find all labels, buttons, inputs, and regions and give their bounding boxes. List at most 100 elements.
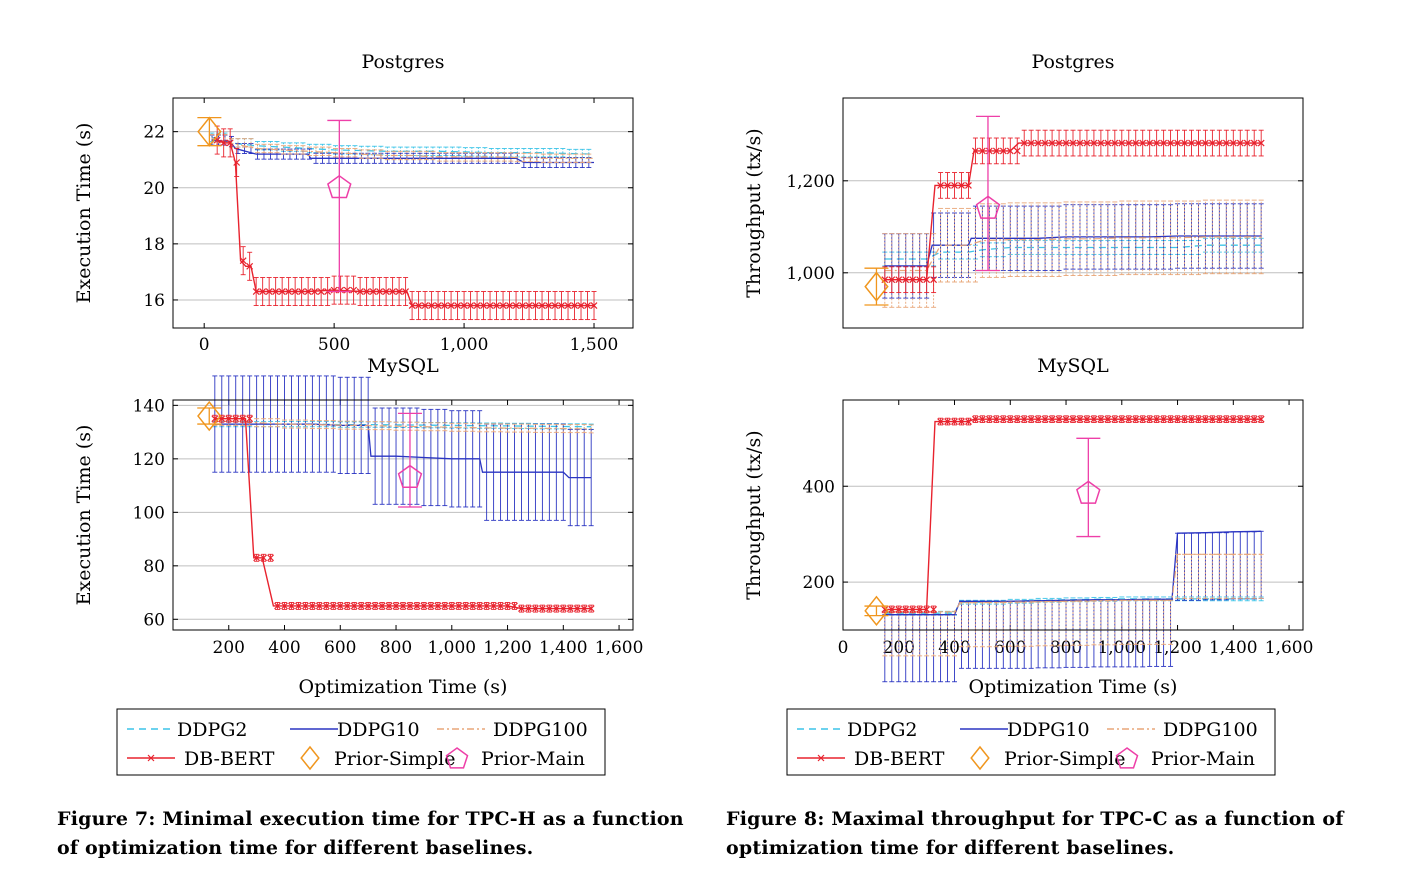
f8-mysql-db-bert-marker bbox=[930, 605, 938, 613]
f7-postgres-db-bert-marker bbox=[259, 288, 267, 295]
f8-mysql-db-bert-marker bbox=[1055, 415, 1063, 423]
f8-postgres-db-bert-marker bbox=[1083, 139, 1091, 147]
f7-mysql-ytick-label: 60 bbox=[143, 610, 165, 630]
f8-mysql-db-bert-marker bbox=[1062, 415, 1070, 423]
f8-postgres-db-bert-marker bbox=[916, 276, 924, 284]
f7-mysql-db-bert-marker bbox=[343, 602, 351, 610]
f7-mysql-xtick-label: 800 bbox=[380, 638, 412, 658]
f8-mysql-db-bert-marker bbox=[999, 415, 1007, 423]
f8-mysql-db-bert-marker bbox=[1104, 415, 1112, 423]
f8-mysql-ylabel: Throughput (tx/s) bbox=[743, 430, 765, 599]
f8-legend-box bbox=[786, 708, 1276, 776]
f8-mysql-db-bert-marker bbox=[971, 415, 979, 423]
f8-postgres-db-bert-marker bbox=[1160, 139, 1168, 147]
f7-postgres-prior-main-point bbox=[327, 174, 352, 199]
f7-mysql-db-bert-marker bbox=[239, 415, 247, 423]
f7-mysql-ytick-label: 100 bbox=[133, 503, 165, 523]
f8-postgres-db-bert-marker bbox=[1132, 139, 1140, 147]
f7-postgres-db-bert-marker bbox=[480, 302, 487, 309]
f8-mysql-db-bert-marker bbox=[978, 415, 986, 423]
f7-legend-ddpg100-label: DDPG100 bbox=[493, 719, 588, 741]
f7-mysql-db-bert-marker bbox=[378, 602, 386, 610]
f7-postgres-db-bert-marker bbox=[525, 302, 533, 309]
f8-mysql-db-bert-marker bbox=[1083, 415, 1091, 423]
f7-legend-box bbox=[116, 708, 606, 776]
f7-mysql-title: MySQL bbox=[367, 355, 439, 377]
f7-mysql-db-bert-marker bbox=[315, 602, 323, 610]
f7-mysql-xtick-label: 1,600 bbox=[595, 638, 644, 658]
f7-mysql-db-bert-marker bbox=[267, 554, 275, 562]
f7-postgres-db-bert-marker bbox=[272, 288, 280, 295]
f7-mysql-db-bert-marker bbox=[253, 554, 261, 562]
f8-mysql-db-bert-marker bbox=[1097, 415, 1105, 423]
f7-mysql-db-bert-marker bbox=[350, 602, 358, 610]
f7-legend-prior-main-label: Prior-Main bbox=[481, 748, 585, 770]
f7-mysql-db-bert-marker bbox=[531, 605, 539, 613]
f7-mysql-db-bert-marker bbox=[225, 415, 233, 423]
f8-postgres-db-bert-marker bbox=[1181, 139, 1188, 147]
f7-postgres-db-bert-marker bbox=[298, 288, 306, 295]
f8-mysql-db-bert-marker bbox=[1174, 415, 1181, 423]
f8-mysql-db-bert-marker bbox=[1013, 415, 1021, 423]
f7-mysql-ytick-label: 140 bbox=[133, 396, 165, 416]
f8-mysql-db-bert-marker bbox=[1041, 415, 1049, 423]
f7-postgres-ddpg100-line bbox=[211, 138, 594, 159]
f8-postgres-db-bert-marker bbox=[930, 276, 938, 284]
f7-mysql-db-bert-marker bbox=[336, 602, 344, 610]
f7-postgres-db-bert-marker bbox=[590, 302, 598, 309]
f7-mysql-prior-simple-point bbox=[197, 400, 222, 432]
f8-postgres-db-bert-marker bbox=[1174, 139, 1181, 147]
f7-postgres-db-bert-marker bbox=[421, 302, 429, 309]
f7-postgres-db-bert-marker bbox=[428, 302, 436, 309]
f8-mysql-db-bert-marker bbox=[944, 418, 951, 425]
f8-postgres-db-bert-marker bbox=[999, 147, 1007, 155]
f8-postgres-db-bert-marker bbox=[937, 181, 945, 189]
f8-postgres-db-bert-marker bbox=[1076, 139, 1084, 147]
f7-postgres-db-bert-marker bbox=[239, 257, 247, 265]
f7-mysql-db-bert-marker bbox=[573, 605, 581, 613]
f8-postgres-db-bert-marker bbox=[992, 147, 1000, 155]
f7-mysql-ylabel: Execution Time (s) bbox=[73, 425, 95, 606]
f7-postgres-ytick-label: 18 bbox=[143, 235, 165, 255]
f8-mysql-db-bert-marker bbox=[1215, 415, 1223, 423]
f7-postgres-db-bert-marker bbox=[519, 302, 526, 309]
f7-mysql-db-bert-marker bbox=[469, 602, 477, 610]
f8-mysql-xtick-label: 1,600 bbox=[1265, 638, 1314, 658]
f7-mysql-db-bert-marker bbox=[308, 602, 316, 610]
f7-mysql-db-bert-marker bbox=[260, 554, 268, 562]
f7-postgres-db-bert-marker bbox=[577, 302, 585, 309]
f7-legend-ddpg10-label: DDPG10 bbox=[337, 719, 420, 741]
f8-mysql-db-bert-marker bbox=[1167, 415, 1175, 423]
f8-mysql-db-bert-marker bbox=[1125, 415, 1133, 423]
f8-mysql-ytick-label: 400 bbox=[803, 477, 835, 497]
f7-mysql-db-bert-marker bbox=[295, 602, 302, 610]
f8-mysql-db-bert-marker bbox=[1181, 415, 1188, 423]
f8-mysql-db-bert-marker bbox=[1034, 415, 1042, 423]
f8-mysql-db-bert-marker bbox=[1153, 415, 1161, 423]
f7-postgres-db-bert-marker bbox=[538, 302, 546, 309]
f7-postgres-ytick-label: 22 bbox=[143, 123, 165, 143]
f8-postgres-db-bert-marker bbox=[1013, 147, 1021, 155]
f8-mysql-db-bert-marker bbox=[1006, 415, 1014, 423]
f8-postgres-db-bert-marker bbox=[1257, 139, 1265, 147]
f7-mysql-db-bert-marker bbox=[420, 602, 428, 610]
f7-mysql-frame bbox=[172, 399, 634, 631]
f7-postgres-db-bert-marker bbox=[434, 302, 442, 309]
f8-legend-prior-simple-symbol bbox=[970, 745, 990, 771]
f7-mysql-xtick-label: 1,200 bbox=[483, 638, 532, 658]
f7-mysql-db-bert-marker bbox=[413, 602, 421, 610]
f8-xlabel: Optimization Time (s) bbox=[969, 676, 1178, 698]
f8-mysql-db-bert-marker bbox=[1118, 415, 1126, 423]
f8-postgres-db-bert-marker bbox=[1041, 139, 1049, 147]
f7-postgres-db-bert-marker bbox=[285, 288, 293, 295]
figure-7-caption: Figure 7: Minimal execution time for TPC… bbox=[57, 808, 684, 859]
f7-postgres-db-bert-marker bbox=[246, 262, 254, 270]
f7-mysql-db-bert-marker bbox=[392, 602, 400, 610]
f8-postgres-db-bert-marker bbox=[1034, 139, 1042, 147]
f7-postgres-db-bert-marker bbox=[317, 288, 325, 295]
f7-postgres-db-bert-marker bbox=[376, 288, 384, 295]
f7-legend-prior-simple-label: Prior-Simple bbox=[334, 748, 455, 770]
f8-postgres-db-bert-marker bbox=[1146, 139, 1154, 147]
f8-postgres-db-bert-marker bbox=[1229, 139, 1237, 147]
f8-mysql-ytick-label: 200 bbox=[803, 573, 835, 593]
